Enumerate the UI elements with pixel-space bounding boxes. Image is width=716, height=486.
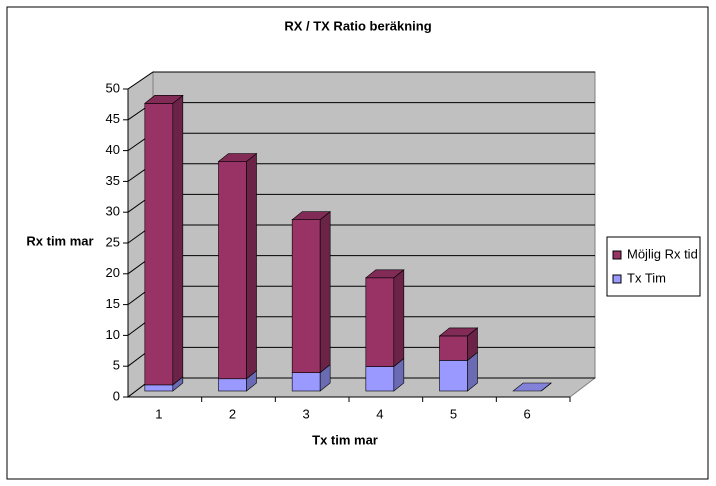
bar-front bbox=[365, 277, 395, 367]
bar-front bbox=[218, 161, 247, 380]
y-tick-label: 40 bbox=[106, 142, 120, 157]
x-tick-label: 4 bbox=[376, 406, 383, 421]
legend-swatch bbox=[612, 250, 622, 260]
bar-front bbox=[144, 103, 174, 386]
legend-swatch bbox=[612, 274, 622, 284]
bar-side bbox=[246, 152, 257, 380]
y-tick-label: 35 bbox=[106, 173, 120, 188]
x-tick-label: 5 bbox=[450, 406, 457, 421]
y-tick-label: 0 bbox=[113, 388, 120, 403]
x-axis-label: Tx tim mar bbox=[312, 432, 378, 447]
y-tick-label: 10 bbox=[106, 327, 120, 342]
x-tick-label: 6 bbox=[524, 406, 531, 421]
bar-top bbox=[438, 327, 479, 337]
legend bbox=[606, 236, 701, 297]
bar-front bbox=[291, 372, 321, 392]
bar-side bbox=[540, 382, 552, 392]
chart-title: RX / TX Ratio beräkning bbox=[284, 18, 431, 33]
bar-side bbox=[393, 269, 405, 368]
y-tick-label: 15 bbox=[106, 296, 120, 311]
y-tick-label: 50 bbox=[106, 80, 120, 95]
x-tick-label: 3 bbox=[303, 406, 310, 421]
bar-top bbox=[291, 211, 332, 220]
y-tick-label: 25 bbox=[106, 234, 120, 249]
x-tick-label: 2 bbox=[229, 406, 236, 421]
bar-front bbox=[439, 360, 468, 392]
legend-label: Tx Tim bbox=[627, 270, 666, 285]
x-tick-label: 1 bbox=[155, 406, 162, 421]
legend-label: Möjlig Rx tid bbox=[627, 246, 698, 261]
bar-side bbox=[319, 211, 331, 374]
bar-top bbox=[364, 269, 405, 279]
bar-front bbox=[439, 335, 468, 361]
bar-top bbox=[143, 95, 184, 104]
bar-front bbox=[144, 384, 174, 392]
y-tick-label: 5 bbox=[113, 358, 120, 373]
bar-front bbox=[218, 378, 247, 392]
bar-side bbox=[172, 94, 184, 386]
y-tick-label: 20 bbox=[106, 265, 120, 280]
y-tick-label: 30 bbox=[106, 204, 120, 219]
bar-front bbox=[365, 366, 395, 392]
y-tick-label: 45 bbox=[106, 111, 120, 126]
bar-front bbox=[291, 219, 321, 373]
y-axis-label: Rx tim mar bbox=[26, 233, 93, 248]
bar-top bbox=[217, 153, 258, 162]
grid-line bbox=[127, 71, 154, 90]
